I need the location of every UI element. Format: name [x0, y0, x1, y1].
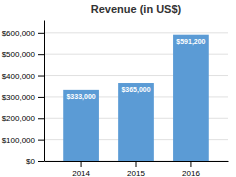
- tick-mark: [81, 161, 82, 167]
- x-tick: 2015: [127, 161, 145, 177]
- bar: [173, 35, 209, 161]
- grid: [44, 33, 228, 161]
- bar: [118, 83, 154, 161]
- tick-label: 2016: [182, 169, 200, 177]
- tick-mark: [38, 140, 44, 141]
- tick-label: $100,000: [2, 136, 36, 145]
- y-tick: $600,000: [2, 29, 44, 38]
- tick-label: 2014: [72, 169, 90, 177]
- tick-mark: [38, 76, 44, 77]
- y-tick: $200,000: [2, 114, 44, 123]
- y-tick: $100,000: [2, 136, 44, 145]
- tick-mark: [190, 161, 191, 167]
- tick-label: $300,000: [2, 93, 36, 102]
- tick-label: $500,000: [2, 50, 36, 59]
- tick-mark: [38, 33, 44, 34]
- data-label: $591,200: [176, 38, 205, 46]
- y-axis: $0 $100,000 $200,000 $300,000 $400,000 $500,0…: [2, 21, 45, 167]
- data-labels: $333,000 $365,000 $591,200: [66, 38, 205, 101]
- axis-line: [44, 21, 45, 162]
- data-label: $333,000: [66, 93, 95, 101]
- y-tick: $0: [26, 157, 44, 166]
- tick-label: $600,000: [2, 29, 36, 38]
- tick-label: 2015: [127, 169, 145, 177]
- chart-container: $0 $100,000 $200,000 $300,000 $400,000 $500,0…: [0, 0, 236, 177]
- tick-mark: [38, 118, 44, 119]
- y-tick: $400,000: [2, 72, 44, 81]
- tick-mark: [136, 161, 137, 167]
- tick-label: $200,000: [2, 114, 36, 123]
- bars: [63, 35, 209, 161]
- chart-svg: $0 $100,000 $200,000 $300,000 $400,000 $500,0…: [0, 0, 236, 177]
- plot-area: $0 $100,000 $200,000 $300,000 $400,000 $500,0…: [2, 21, 229, 177]
- tick-label: $0: [26, 157, 35, 166]
- x-tick: 2014: [72, 161, 90, 177]
- bar: [63, 90, 99, 161]
- title: Revenue (in US$): [91, 3, 182, 15]
- tick-mark: [38, 161, 44, 162]
- data-label: $365,000: [121, 86, 150, 94]
- x-axis: 2014 2015 2016: [45, 161, 229, 177]
- tick-label: $400,000: [2, 72, 36, 81]
- tick-mark: [38, 54, 44, 55]
- tick-mark: [38, 97, 44, 98]
- grid-line: [44, 32, 228, 33]
- y-tick: $500,000: [2, 50, 44, 59]
- x-tick: 2016: [182, 161, 200, 177]
- y-tick: $300,000: [2, 93, 44, 102]
